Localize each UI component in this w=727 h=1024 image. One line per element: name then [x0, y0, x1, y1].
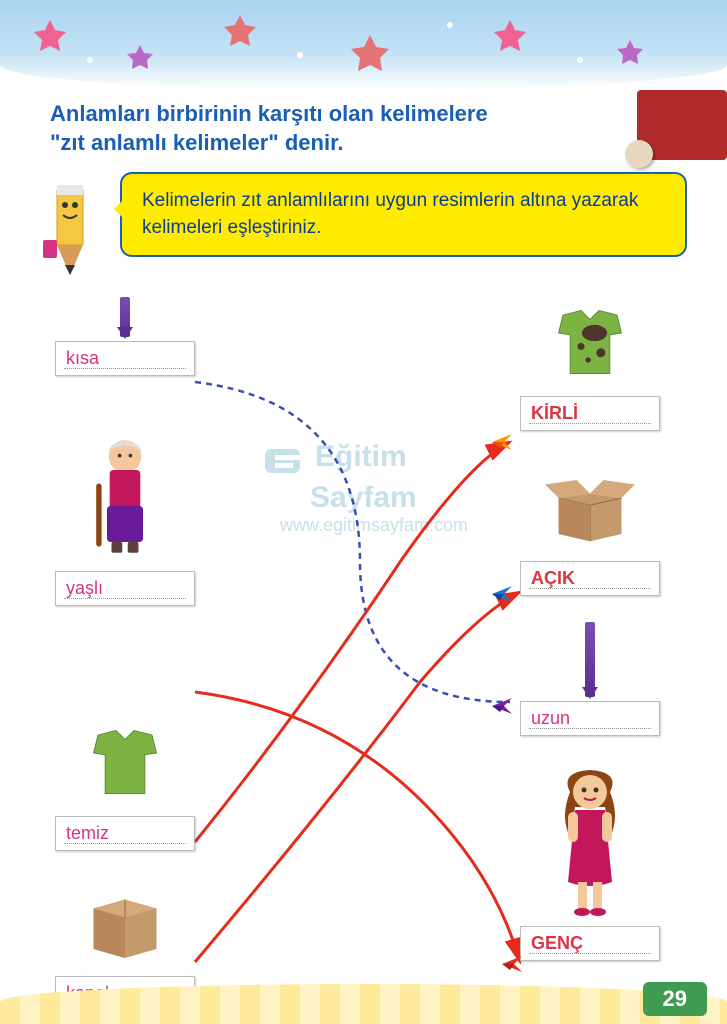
- label-acik[interactable]: AÇIK: [520, 561, 660, 596]
- item-yasli: yaşlı: [55, 427, 195, 606]
- plane-icon: [490, 694, 514, 718]
- open-box-icon: [540, 457, 640, 557]
- item-kirli: KİRLİ: [520, 292, 660, 431]
- young-girl-icon: [540, 762, 640, 922]
- page-title-line2: "zıt anlamlı kelimeler" denir.: [50, 129, 687, 158]
- short-pencil-icon: [120, 297, 130, 337]
- top-banner: [0, 0, 727, 90]
- label-kisa[interactable]: kısa: [55, 341, 195, 376]
- page-number: 29: [643, 982, 707, 1016]
- item-acik: AÇIK: [520, 457, 660, 596]
- pencil-character-icon: [35, 175, 105, 285]
- long-pencil-icon: [585, 622, 595, 697]
- worksheet-area: kısa yaşlı temiz: [0, 282, 727, 982]
- plane-icon: [500, 952, 524, 976]
- title-area: Anlamları birbirinin karşıtı olan kelime…: [50, 100, 687, 157]
- label-genc[interactable]: GENÇ: [520, 926, 660, 961]
- item-temiz: temiz: [55, 712, 195, 851]
- label-kirli[interactable]: KİRLİ: [520, 396, 660, 431]
- closed-box-icon: [75, 872, 175, 972]
- page-title-line1: Anlamları birbirinin karşıtı olan kelime…: [50, 100, 687, 129]
- instruction-box: Kelimelerin zıt anlamlılarını uygun resi…: [120, 172, 687, 257]
- label-yasli[interactable]: yaşlı: [55, 571, 195, 606]
- item-genc: GENÇ: [520, 762, 660, 961]
- bottom-decoration: [0, 984, 727, 1024]
- ribbon-decoration: [637, 90, 727, 160]
- dirty-shirt-icon: [540, 292, 640, 392]
- stars-decoration: [0, 0, 727, 90]
- instruction-text: Kelimelerin zıt anlamlılarını uygun resi…: [142, 190, 638, 238]
- label-temiz[interactable]: temiz: [55, 816, 195, 851]
- item-uzun: uzun: [520, 622, 660, 736]
- plane-icon: [490, 582, 514, 606]
- label-uzun[interactable]: uzun: [520, 701, 660, 736]
- item-kisa: kısa: [55, 297, 195, 376]
- old-woman-icon: [75, 427, 175, 567]
- plane-icon: [490, 430, 514, 454]
- clean-shirt-icon: [75, 712, 175, 812]
